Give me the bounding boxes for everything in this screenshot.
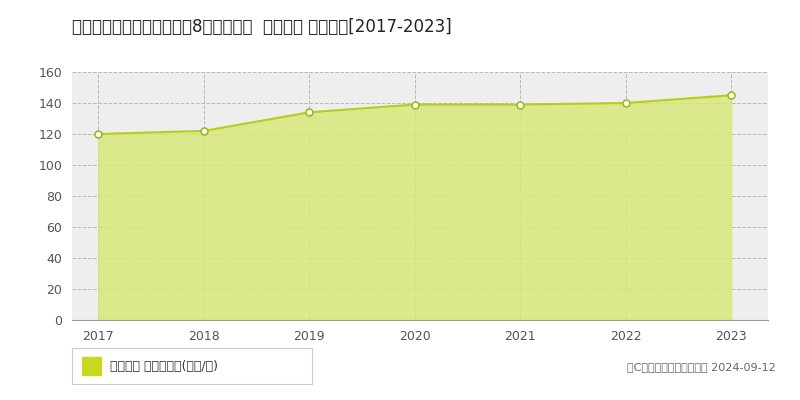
- FancyBboxPatch shape: [82, 357, 101, 375]
- Text: 地価公示 平均坊単価(万円/坊): 地価公示 平均坊単価(万円/坊): [110, 360, 218, 372]
- Text: （C）土地価格ドットコム 2024-09-12: （C）土地価格ドットコム 2024-09-12: [627, 362, 776, 372]
- Text: 大阪府吹田市千里山霧が乙8５番２５外  地価公示 地価推移[2017-2023]: 大阪府吹田市千里山霧が乙8５番２５外 地価公示 地価推移[2017-2023]: [72, 18, 452, 36]
